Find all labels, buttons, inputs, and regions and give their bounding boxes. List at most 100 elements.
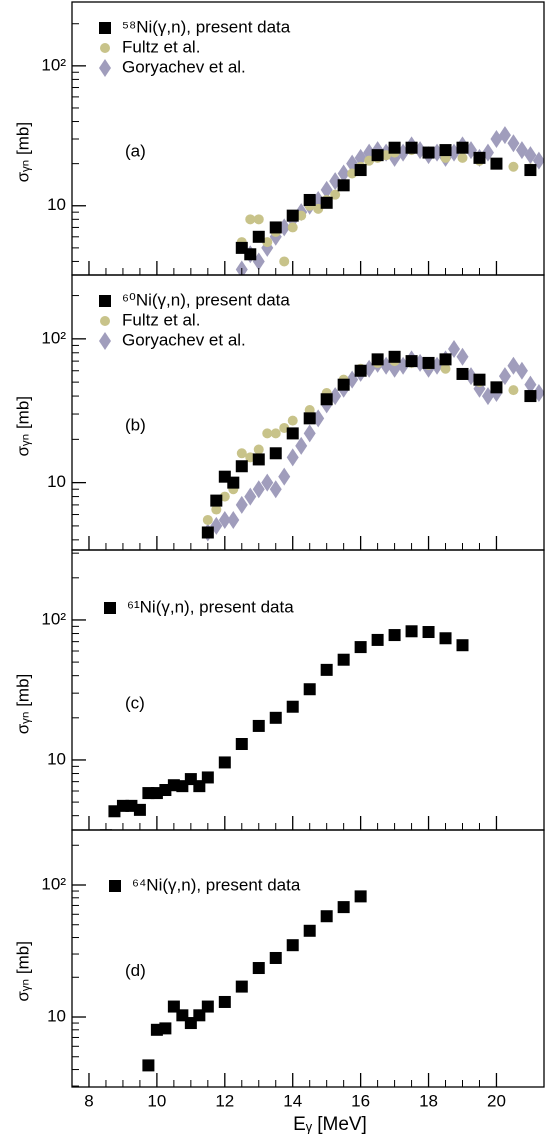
frame [71,829,545,1088]
square-marker [269,221,282,234]
diamond-marker [295,436,308,455]
plot-area [235,126,544,275]
square-marker [303,924,316,937]
circle-marker [236,448,247,459]
legend-marker [109,880,121,892]
diamond-marker [532,384,544,403]
square-marker [337,901,350,914]
square-marker [303,683,316,696]
square-marker [269,711,282,724]
x-tick-label: 14 [283,1091,302,1110]
panel-label: (a) [125,142,146,161]
square-marker [371,353,384,366]
square-marker [252,719,265,732]
square-marker [405,141,418,154]
square-marker [456,141,469,154]
square-marker [405,355,418,368]
square-marker [473,151,486,164]
square-marker [286,700,299,713]
square-marker [201,771,214,784]
circle-marker [253,214,264,225]
square-marker [337,378,350,391]
square-marker [286,427,299,440]
circle-marker [287,415,298,426]
circle-marker [457,152,468,163]
diamond-marker [354,148,367,167]
square-marker [159,1022,172,1035]
circle-marker [262,428,273,439]
x-axis-label: Eᵧ [MeV] [293,1114,367,1135]
legend-label: ⁶⁴Ni(γ,n), present data [132,875,301,894]
diamond-marker [261,473,274,492]
diamond-marker [524,146,537,165]
square-marker [388,629,401,642]
square-marker [303,412,316,425]
square-marker [456,639,469,652]
circle-marker [508,161,519,172]
square-marker [337,179,350,192]
square-marker [286,209,299,222]
x-tick-label: 8 [84,1091,93,1110]
square-marker [286,939,299,952]
y-axis-label: σᵧₙ [mb] [13,674,32,735]
panel-label: (d) [125,961,146,980]
circle-marker [202,514,213,525]
square-marker [116,799,129,812]
circle-marker [508,385,519,396]
square-marker [320,663,333,676]
legend-marker [99,22,111,34]
legend-marker [99,59,111,77]
y-tick-label: 10² [41,874,66,893]
square-marker [218,995,231,1008]
diamond-marker [456,347,469,366]
diamond-marker [498,126,511,145]
square-marker [252,230,265,243]
square-marker [210,494,223,507]
square-marker [354,164,367,177]
square-marker [524,390,537,403]
diamond-marker [218,510,231,529]
square-marker [388,350,401,363]
square-marker [439,632,452,645]
square-marker [473,373,486,386]
square-marker [99,829,112,830]
plot-area [194,339,544,567]
x-tick-label: 16 [351,1091,370,1110]
square-marker [252,962,265,975]
legend-label: Fultz et al. [122,310,200,329]
diamond-marker [269,480,282,499]
y-axis-label: σᵧₙ [mb] [13,122,32,183]
square-marker [218,756,231,769]
square-marker [354,890,367,903]
y-tick-label: 10² [41,609,66,628]
panel-label: (c) [125,693,145,712]
square-marker [422,626,435,639]
diamond-marker [498,367,511,386]
square-marker [524,164,537,177]
x-tick-label: 18 [419,1091,438,1110]
square-marker [456,367,469,380]
square-marker [337,653,350,666]
square-marker [320,196,333,209]
circle-marker [270,428,281,439]
diamond-marker [320,180,333,199]
square-marker [439,353,452,366]
y-axis-label: σᵧₙ [mb] [13,396,32,457]
square-marker [490,157,503,170]
square-marker [354,364,367,377]
diamond-marker [278,467,291,486]
square-marker [252,453,265,466]
legend-marker [100,43,110,53]
diamond-marker [235,495,248,514]
diamond-marker [515,361,528,380]
square-marker [201,1000,214,1013]
square-marker [269,951,282,964]
legend-marker [104,602,116,614]
legend-label: Goryachev et al. [122,57,246,76]
square-marker [235,738,248,751]
diamond-marker [252,480,265,499]
circle-marker [194,557,204,567]
diamond-marker [286,448,299,467]
circle-marker [279,256,290,267]
